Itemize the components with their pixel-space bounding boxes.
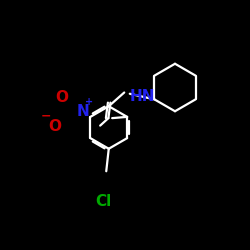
Text: +: + [85,97,93,107]
Text: N: N [76,104,89,119]
Text: −: − [41,110,51,123]
Text: Cl: Cl [96,194,112,209]
Text: O: O [56,90,68,105]
Text: HN: HN [130,89,156,104]
Text: O: O [48,119,62,134]
